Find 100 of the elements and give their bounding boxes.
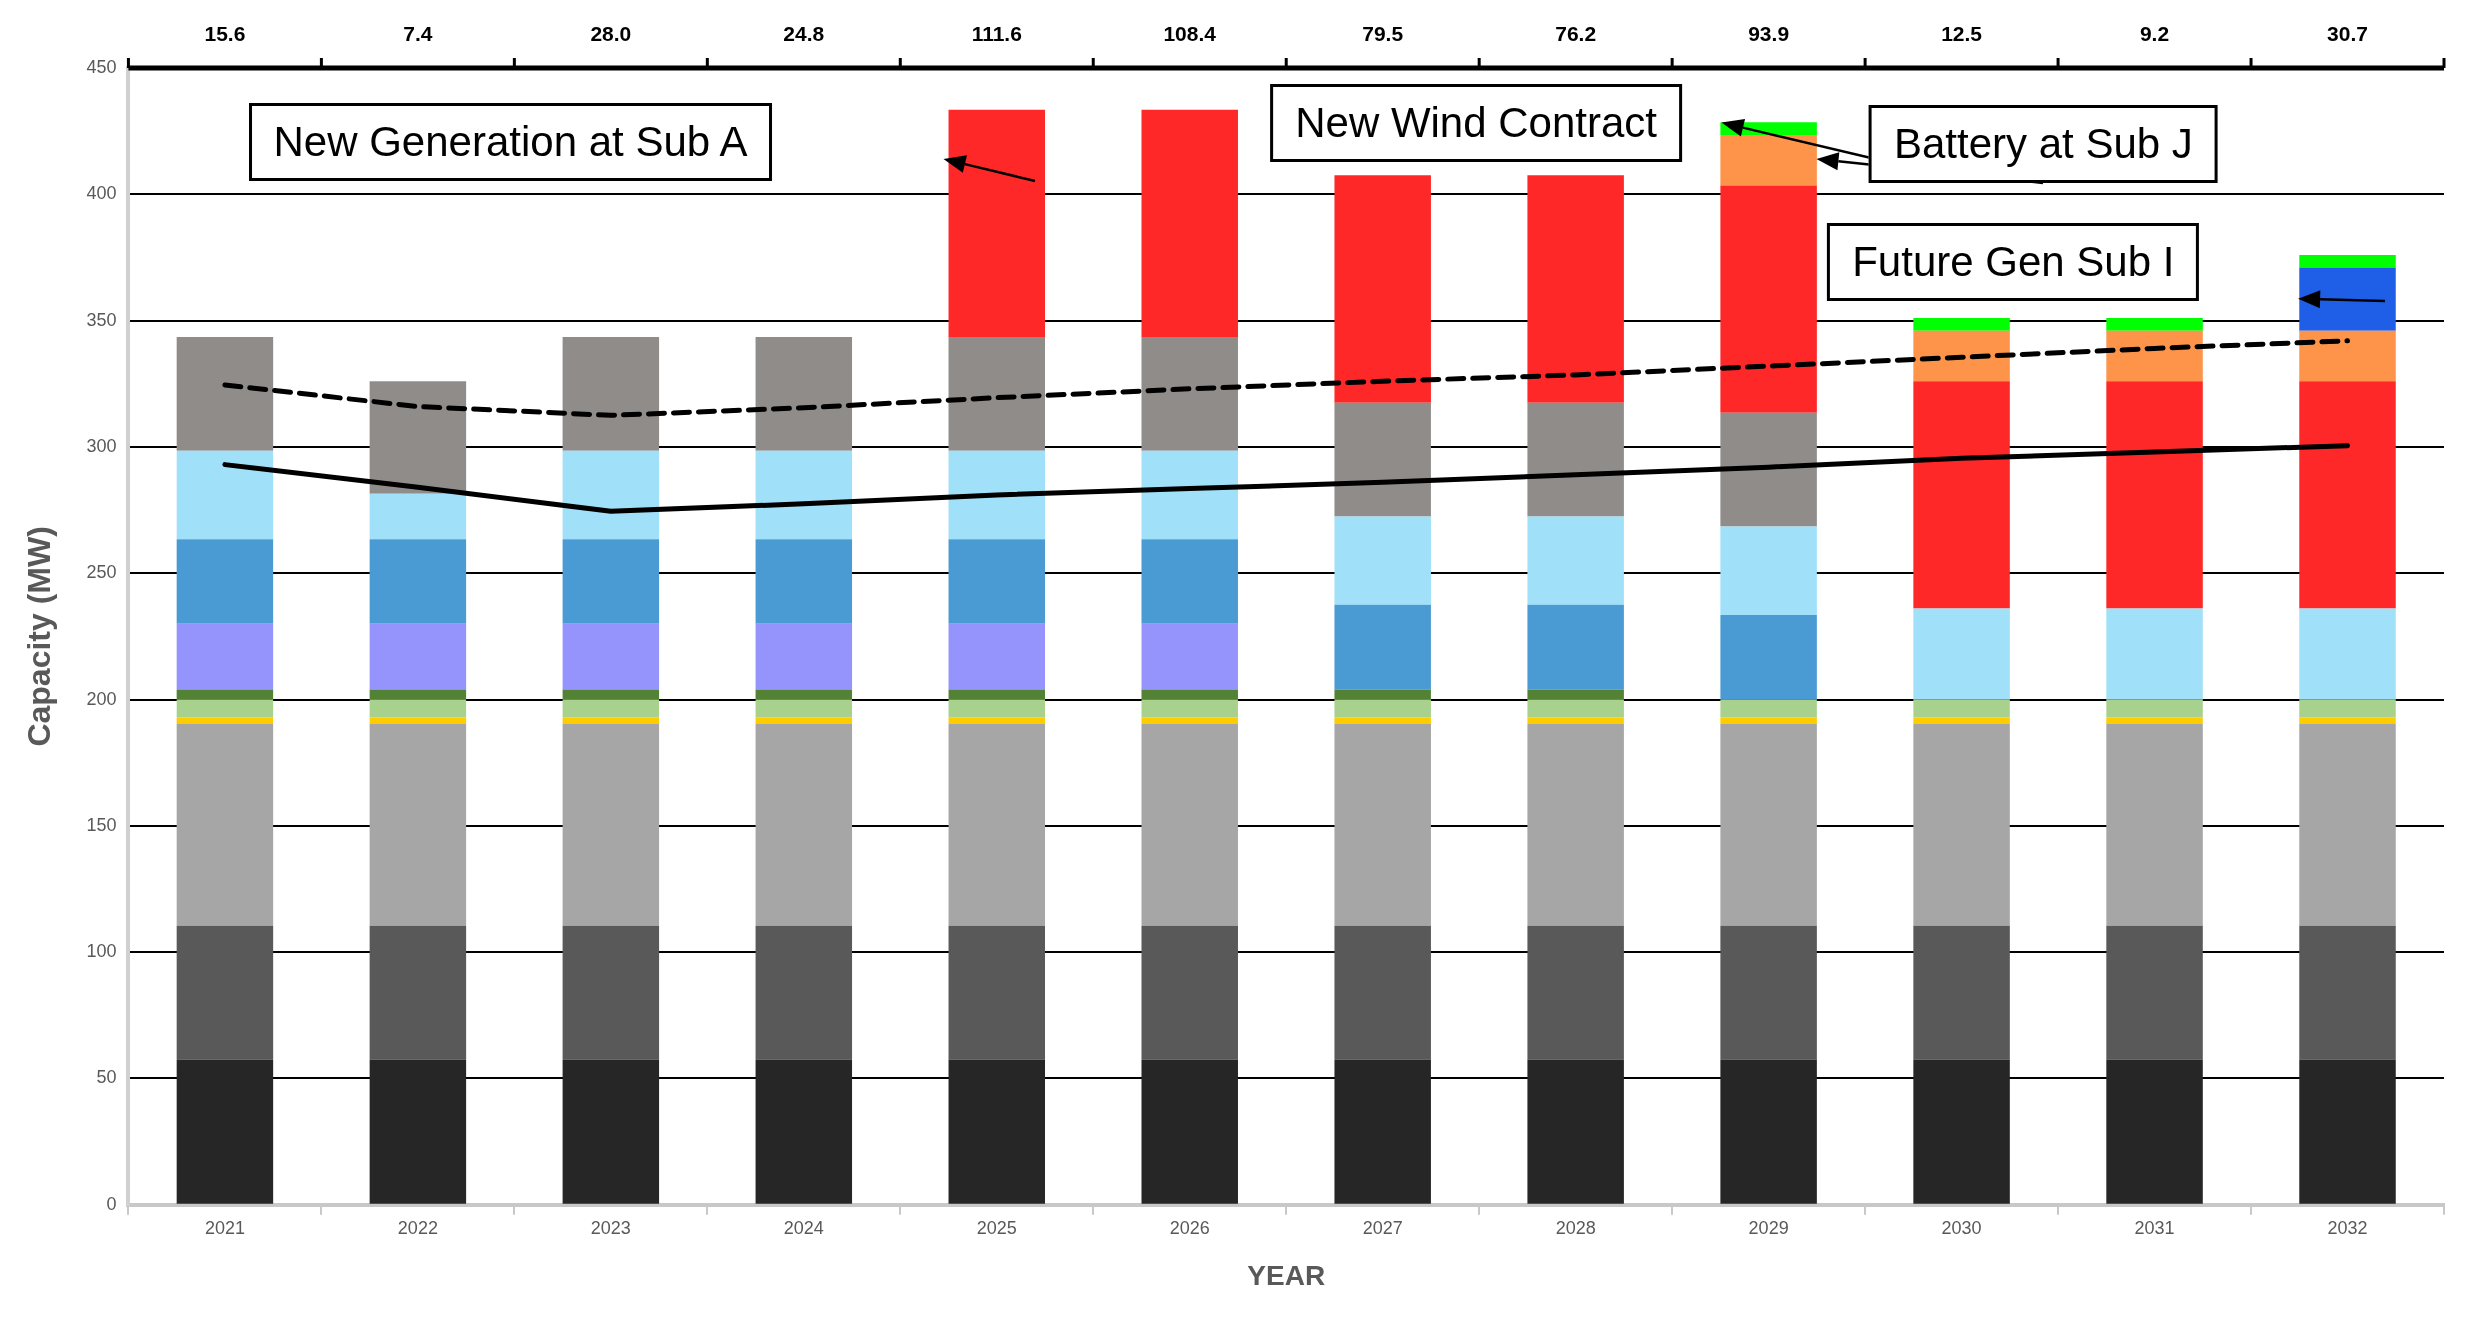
bar [1527, 717, 1624, 724]
x-tick-label: 2032 [2327, 1217, 2368, 1238]
bar [1720, 526, 1817, 615]
bar [948, 450, 1046, 540]
bar [2106, 608, 2203, 700]
bar [176, 723, 274, 926]
bar [1913, 699, 2010, 718]
bar [1913, 608, 2010, 700]
bar [176, 450, 274, 540]
bar [1720, 614, 1817, 700]
bar [1334, 604, 1431, 690]
bar [2299, 925, 2396, 1060]
x-axis-title: YEAR [1247, 1259, 1326, 1291]
bar [948, 717, 1046, 724]
y-axis-title: Capacity (MW) [21, 526, 58, 747]
bar [369, 723, 467, 926]
y-tick-label: 350 [86, 309, 117, 330]
bar [1913, 330, 2010, 382]
bar [948, 689, 1046, 700]
bar [2106, 330, 2203, 382]
annotation: New Wind Contract [1270, 83, 1682, 162]
bar [562, 689, 660, 700]
bar [1527, 175, 1624, 403]
text: 108.4 [1163, 22, 1216, 46]
bar [562, 723, 660, 926]
bar [948, 925, 1046, 1060]
bar [755, 450, 853, 540]
bar [1720, 699, 1817, 718]
bar [2299, 608, 2396, 700]
text: 28.0 [590, 22, 632, 46]
bar [369, 493, 467, 540]
x-tick-label: 2023 [590, 1217, 631, 1238]
bar [369, 699, 467, 718]
x-tick-label: 2025 [976, 1217, 1017, 1238]
y-tick-label: 0 [106, 1193, 117, 1214]
bar [369, 1059, 467, 1204]
bar [755, 623, 853, 690]
annotation: Battery at Sub J [1868, 105, 2218, 184]
bar [755, 337, 853, 451]
bar [369, 925, 467, 1060]
bar [369, 381, 467, 494]
bar [948, 723, 1046, 926]
bar [755, 539, 853, 624]
bar [2299, 381, 2396, 609]
y-tick-label: 250 [86, 562, 117, 583]
bar [1334, 925, 1431, 1060]
bar [948, 539, 1046, 624]
bar [1141, 450, 1238, 540]
bar [176, 717, 274, 724]
bar [2106, 1059, 2203, 1204]
text: 24.8 [783, 22, 825, 46]
bar [562, 539, 660, 624]
bar [948, 623, 1046, 690]
bar [1720, 185, 1817, 413]
text: 93.9 [1748, 22, 1790, 46]
bar [2299, 717, 2396, 724]
y-tick-label: 150 [86, 814, 117, 835]
bar [369, 539, 467, 624]
bar [1527, 516, 1624, 605]
bar [948, 699, 1046, 718]
bar [755, 689, 853, 700]
bar [176, 337, 274, 451]
text: 30.7 [2327, 22, 2368, 46]
x-tick-label: 2030 [1941, 1217, 1982, 1238]
bar [948, 109, 1046, 338]
bar [1334, 717, 1431, 724]
x-tick-label: 2027 [1362, 1217, 1403, 1238]
bar [1141, 337, 1238, 451]
text: 9.2 [2139, 22, 2170, 46]
text: 7.4 [403, 22, 433, 46]
bar [562, 450, 660, 540]
bar [176, 1059, 274, 1204]
y-tick-label: 400 [86, 183, 117, 204]
bar [1141, 699, 1238, 718]
bar [2106, 699, 2203, 718]
text: 79.5 [1362, 22, 1404, 46]
bar [1527, 689, 1624, 700]
bar [176, 689, 274, 700]
text: 111.6 [971, 22, 1022, 46]
bar [2106, 717, 2203, 724]
annotation: New Generation at Sub A [248, 102, 773, 181]
bar [2106, 381, 2203, 609]
bar [1720, 1059, 1817, 1204]
bar [1720, 412, 1817, 527]
bar [2106, 318, 2203, 331]
bar [1720, 134, 1817, 186]
y-tick-label: 450 [86, 56, 117, 77]
bar [1334, 689, 1431, 700]
bar [1334, 1059, 1431, 1204]
bar [1141, 717, 1238, 724]
bar [176, 925, 274, 1060]
bar [176, 623, 274, 690]
bar [562, 925, 660, 1060]
bar [1527, 402, 1624, 517]
bar [369, 689, 467, 700]
text: 15.6 [204, 22, 246, 46]
y-tick-label: 200 [86, 688, 117, 709]
bar [2299, 1059, 2396, 1204]
x-tick-label: 2024 [783, 1217, 824, 1238]
bar [1334, 175, 1431, 403]
